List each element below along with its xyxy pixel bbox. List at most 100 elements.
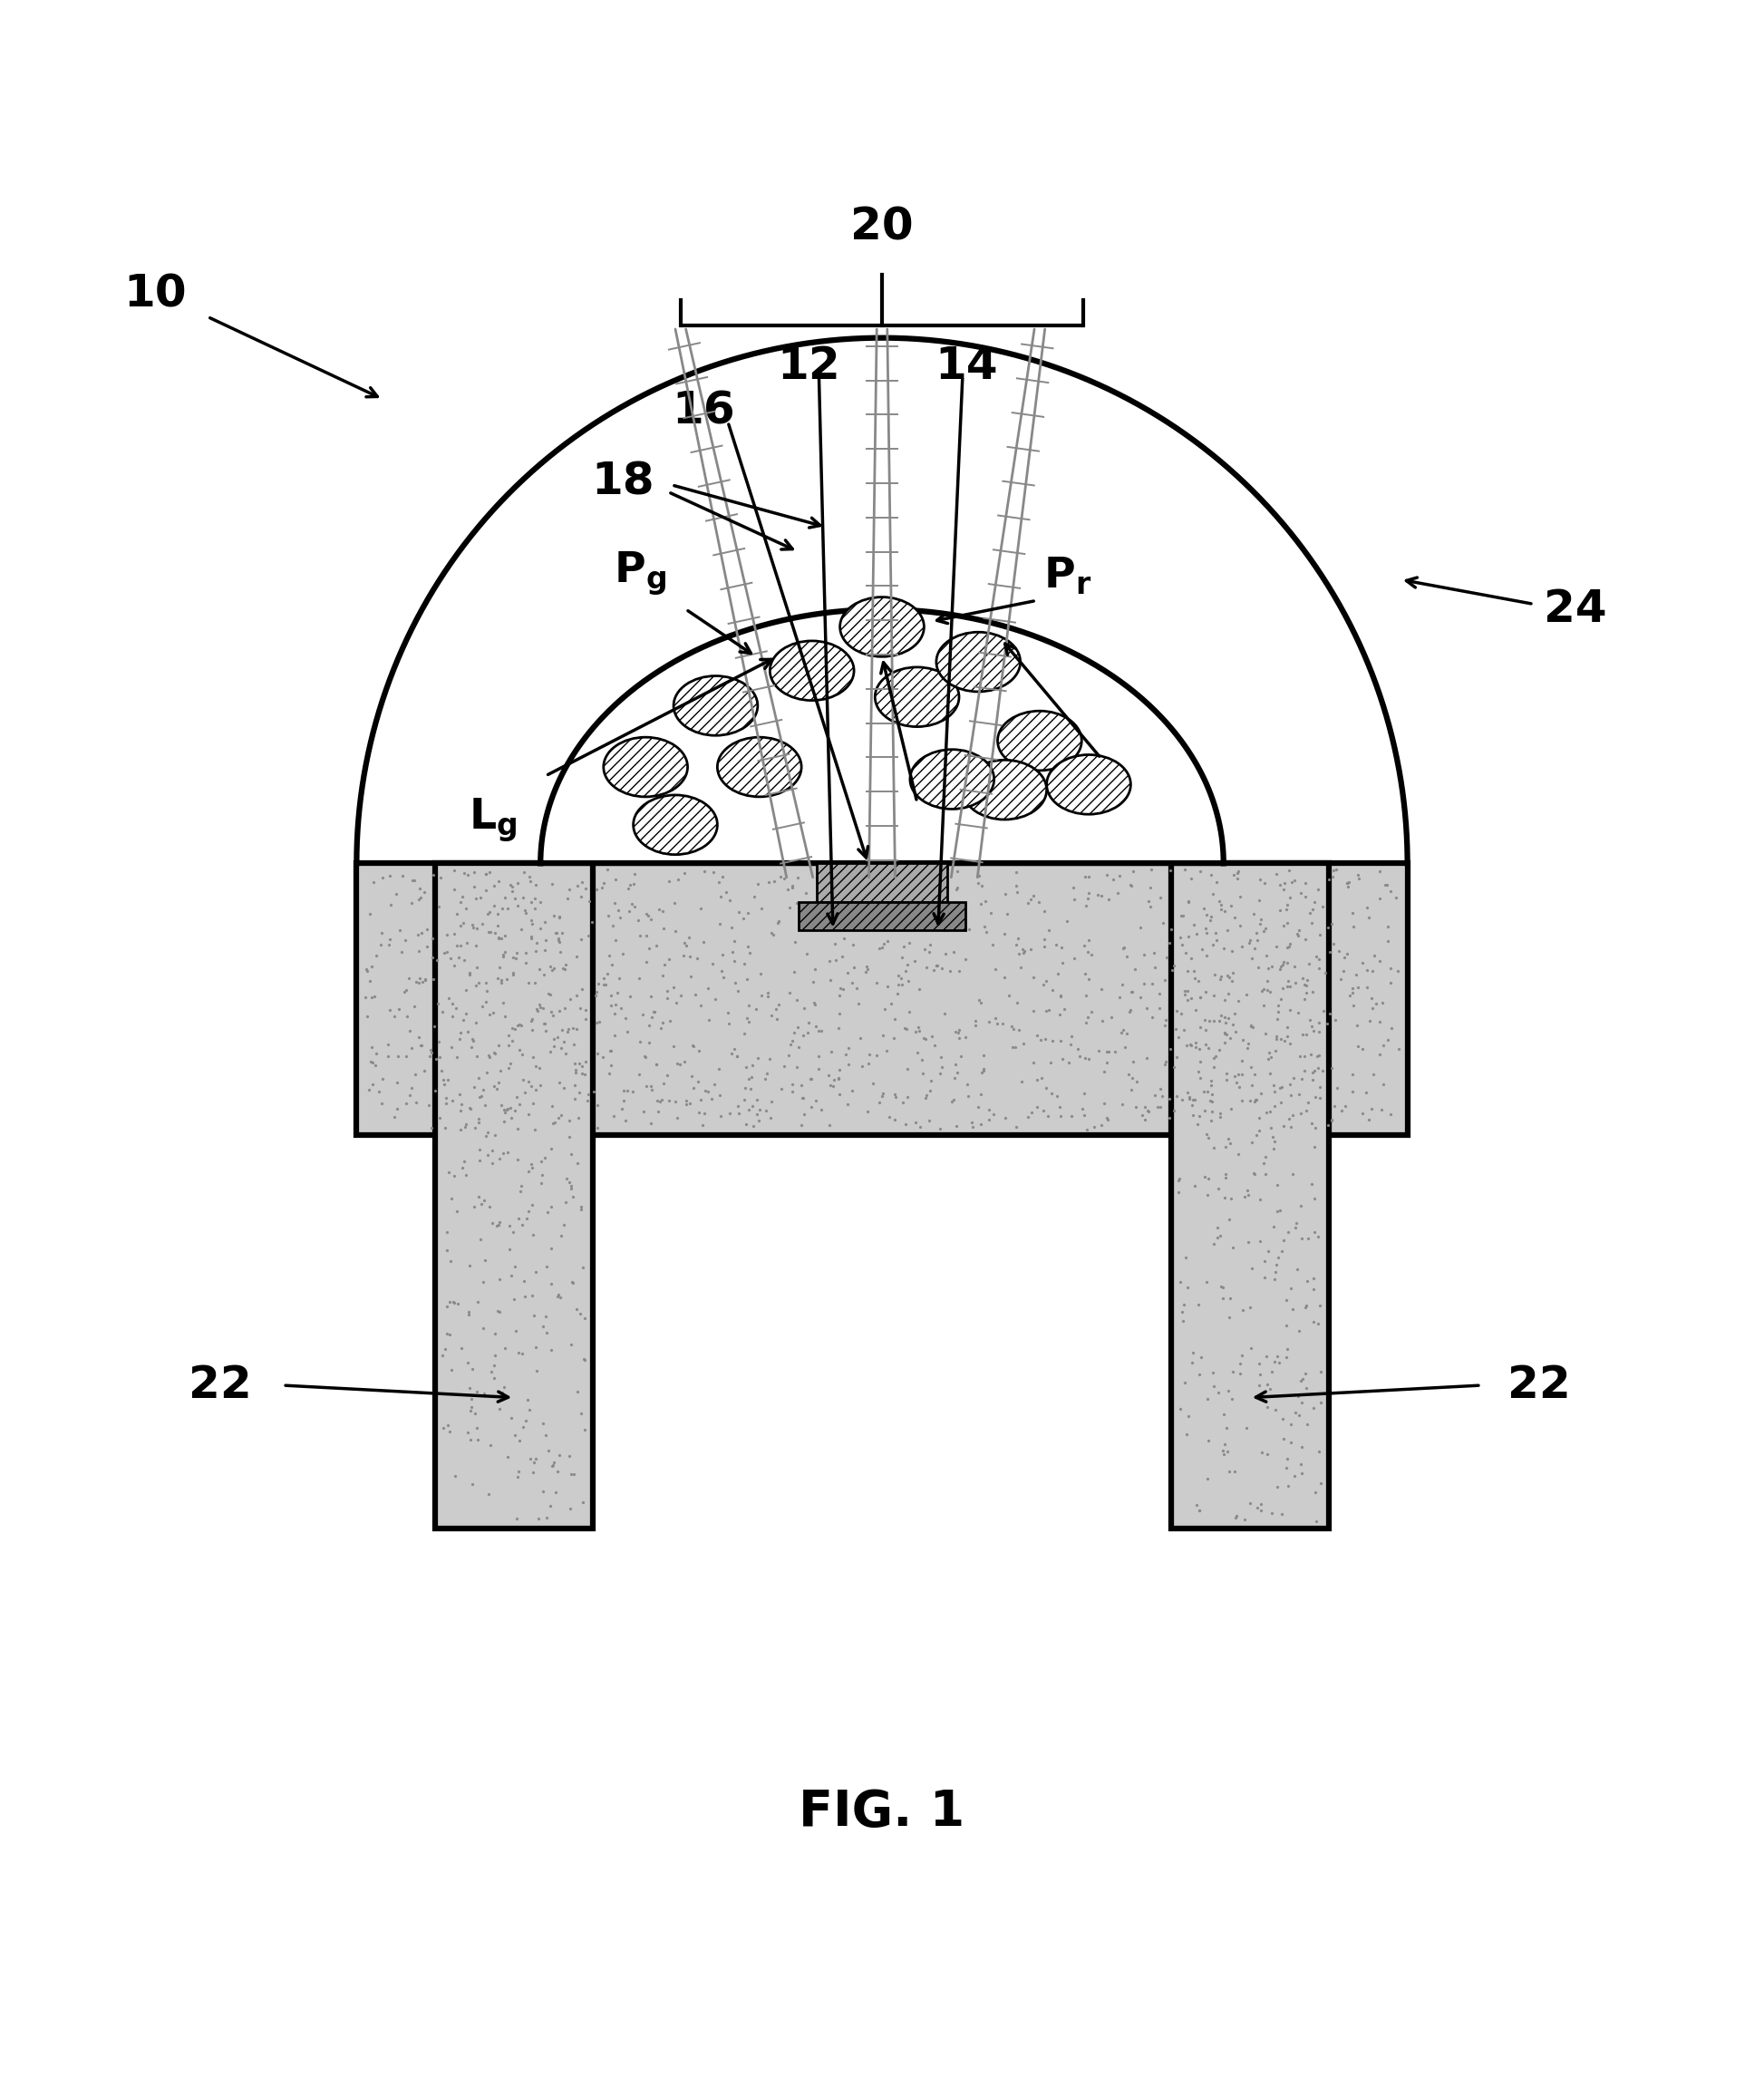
Point [1252, 1340, 1281, 1373]
Point [889, 930, 917, 964]
Point [700, 856, 729, 889]
Point [496, 1209, 524, 1242]
Point [729, 901, 757, 935]
Point [1027, 1061, 1055, 1095]
Point [564, 1047, 593, 1080]
Point [501, 1250, 529, 1284]
Point [1007, 951, 1035, 984]
Point [686, 893, 714, 926]
Text: 18: 18 [591, 459, 654, 503]
Point [912, 1082, 940, 1115]
Point [559, 1011, 587, 1045]
Point [561, 1057, 589, 1090]
Point [1342, 957, 1371, 991]
Point [434, 1408, 462, 1441]
Point [1259, 1068, 1288, 1101]
Point [1215, 1122, 1244, 1155]
Point [1289, 1038, 1318, 1072]
Point [1245, 908, 1274, 941]
Point [572, 872, 600, 906]
Point [893, 947, 921, 980]
Point [778, 868, 806, 901]
Point [415, 1038, 443, 1072]
Point [1289, 1018, 1318, 1051]
Point [1173, 1076, 1201, 1109]
Point [459, 1024, 487, 1057]
Point [1194, 1032, 1222, 1066]
Point [455, 1296, 483, 1329]
Point [1131, 1103, 1159, 1136]
Point [1305, 1080, 1334, 1113]
Point [958, 1105, 986, 1138]
Point [1078, 995, 1106, 1028]
Point [538, 1450, 566, 1483]
Point [1194, 1425, 1222, 1458]
Point [1205, 885, 1233, 918]
Point [429, 1410, 457, 1444]
Point [838, 966, 866, 999]
Point [559, 1180, 587, 1213]
Point [783, 1009, 811, 1043]
Point [1132, 1043, 1161, 1076]
Point [1275, 854, 1304, 887]
Point [1272, 1020, 1300, 1053]
Point [1171, 1240, 1200, 1273]
Point [1180, 1169, 1208, 1203]
Point [501, 1014, 529, 1047]
Point [1304, 1038, 1332, 1072]
Point [563, 1011, 591, 1045]
Point [522, 1354, 550, 1387]
Point [1284, 1379, 1312, 1412]
Point [1185, 1493, 1214, 1527]
Point [822, 943, 850, 976]
Point [531, 1419, 559, 1452]
Point [975, 1005, 1004, 1038]
Point [1237, 1126, 1265, 1159]
Point [1166, 1265, 1194, 1298]
Point [785, 897, 813, 930]
Point [1247, 903, 1275, 937]
Point [1034, 914, 1062, 947]
Point [706, 1053, 734, 1086]
Point [1147, 881, 1175, 914]
Point [540, 899, 568, 933]
Point [730, 947, 759, 980]
Point [1267, 1086, 1295, 1120]
Point [1334, 866, 1362, 899]
Point [1277, 1425, 1305, 1458]
Point [469, 1265, 497, 1298]
Point [596, 1034, 624, 1068]
Point [476, 997, 505, 1030]
Point [649, 895, 677, 928]
Point [1138, 968, 1166, 1001]
Point [834, 1049, 863, 1082]
Point [1298, 1009, 1327, 1043]
Point [1136, 870, 1164, 903]
Point [1274, 1331, 1302, 1365]
Point [506, 1032, 534, 1066]
Point [1228, 1084, 1256, 1117]
Point [1020, 960, 1048, 993]
Point [946, 953, 974, 987]
Point [512, 937, 540, 970]
Point [519, 1086, 547, 1120]
Point [1233, 978, 1261, 1011]
Point [894, 995, 923, 1028]
Point [547, 935, 575, 968]
Point [376, 922, 404, 955]
Point [1155, 1082, 1184, 1115]
Point [1256, 1057, 1284, 1090]
Point [1196, 903, 1224, 937]
Point [799, 987, 827, 1020]
Point [1219, 955, 1247, 989]
Point [1355, 901, 1383, 935]
Point [1200, 1003, 1228, 1036]
Point [1353, 970, 1381, 1003]
Point [679, 1028, 707, 1061]
Point [1385, 1032, 1413, 1066]
Point [690, 1097, 718, 1130]
Point [877, 987, 905, 1020]
Point [723, 1090, 751, 1124]
Point [776, 1028, 804, 1061]
Point [1136, 891, 1164, 924]
